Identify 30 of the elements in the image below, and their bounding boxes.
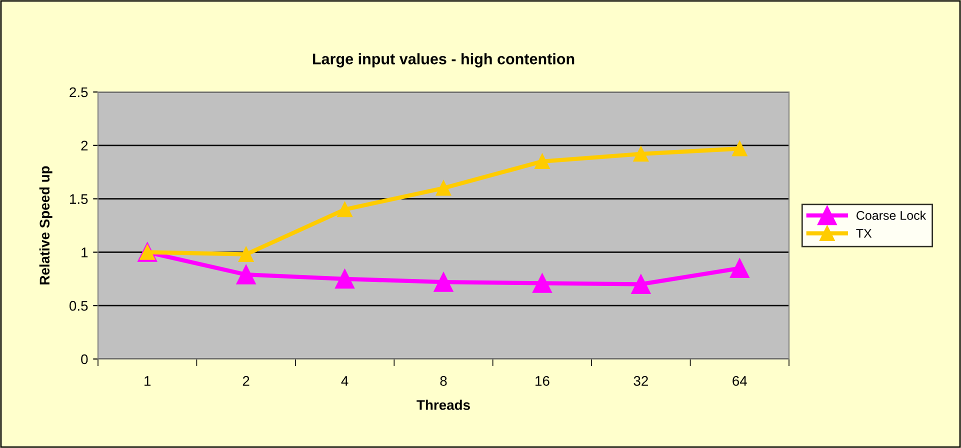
point — [534, 154, 550, 170]
point — [434, 272, 454, 292]
point — [436, 180, 452, 196]
y-tick-label: 0.5 — [70, 300, 88, 311]
point — [236, 264, 256, 284]
y-axis-title: Relative Speed up — [39, 166, 52, 284]
legend-label: TX — [856, 229, 872, 238]
x-tick-label: 8 — [440, 376, 447, 386]
point — [238, 246, 254, 262]
legend-label: Coarse Lock — [856, 210, 926, 220]
x-tick-label: 64 — [732, 376, 747, 386]
point — [633, 146, 649, 162]
chart-title: Large input values - high contention — [312, 53, 574, 68]
y-tick-label: 2.5 — [70, 87, 88, 98]
x-axis-title: Threads — [416, 400, 470, 410]
point — [732, 140, 748, 156]
point — [337, 202, 352, 218]
point — [730, 258, 750, 278]
y-tick-label: 2 — [81, 140, 88, 150]
point — [631, 274, 651, 294]
x-tick-label: 4 — [341, 376, 348, 386]
y-tick-label: 0 — [81, 354, 88, 364]
x-tick-label: 2 — [242, 376, 250, 386]
y-tick-label: 1 — [82, 248, 88, 258]
y-tick-label: 1.5 — [70, 194, 88, 204]
point — [335, 269, 355, 289]
point — [532, 273, 552, 293]
x-tick-label: 32 — [634, 376, 648, 386]
x-tick-label: 1 — [144, 376, 151, 386]
x-tick-label: 16 — [536, 376, 550, 386]
